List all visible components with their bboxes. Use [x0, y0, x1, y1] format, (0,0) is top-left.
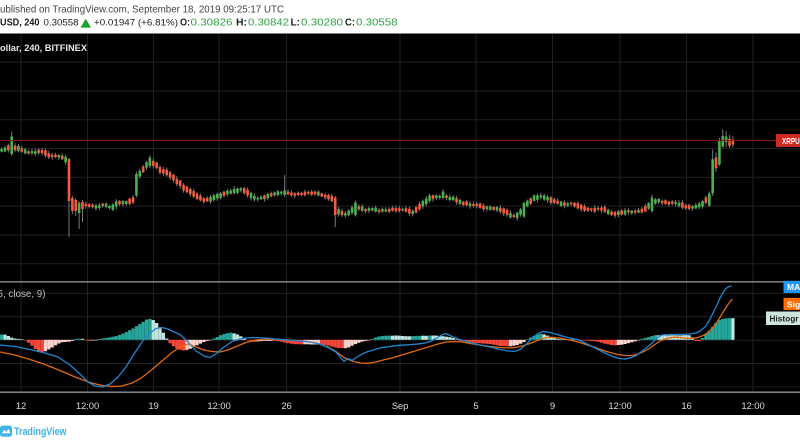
svg-text:C:: C: [345, 17, 355, 28]
svg-text:0.30842: 0.30842 [248, 17, 289, 28]
svg-text:12: 12 [16, 401, 26, 412]
svg-text:Histogr: Histogr [770, 314, 800, 324]
svg-text:Sig: Sig [787, 299, 800, 309]
svg-text:0.30826: 0.30826 [191, 17, 233, 28]
svg-text:0.30558: 0.30558 [356, 17, 398, 28]
svg-text:O:: O: [180, 17, 190, 28]
svg-text:+0.01947 (+6.81%): +0.01947 (+6.81%) [94, 17, 178, 28]
svg-text:26: 26 [281, 401, 291, 412]
svg-text:5: 5 [473, 401, 478, 412]
svg-text:Sep: Sep [392, 401, 409, 412]
svg-text:USD, 240: USD, 240 [0, 17, 40, 28]
svg-text:XRPUS: XRPUS [782, 136, 800, 146]
svg-text:6, close, 9): 6, close, 9) [0, 289, 46, 300]
svg-text:TradingView: TradingView [14, 426, 67, 438]
svg-text:9: 9 [550, 401, 555, 412]
svg-text:ublished on TradingView.com, S: ublished on TradingView.com, September 1… [0, 5, 284, 16]
svg-text:ollar, 240, BITFINEX: ollar, 240, BITFINEX [0, 43, 88, 54]
svg-text:MA: MA [787, 282, 800, 292]
svg-text:12:00: 12:00 [741, 401, 764, 412]
svg-text:19: 19 [148, 401, 158, 412]
svg-text:12:00: 12:00 [207, 401, 230, 412]
svg-text:0.30558: 0.30558 [44, 17, 79, 28]
svg-text:H:: H: [236, 17, 247, 28]
svg-text:12:00: 12:00 [608, 401, 631, 412]
svg-text:0.30280: 0.30280 [301, 17, 343, 28]
svg-text:L:: L: [291, 17, 301, 28]
svg-text:16: 16 [681, 401, 691, 412]
svg-text:12:00: 12:00 [76, 401, 99, 412]
